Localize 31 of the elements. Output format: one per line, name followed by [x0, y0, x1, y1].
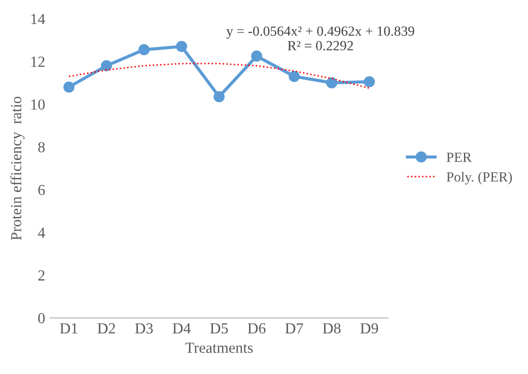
- point: [63, 82, 74, 93]
- y-tick-label: 8: [38, 142, 45, 152]
- point: [214, 91, 225, 102]
- point: [364, 76, 375, 88]
- x-tick-label: D7: [285, 323, 304, 334]
- point: [138, 44, 150, 56]
- y-tick-label: 10: [31, 99, 45, 110]
- x-tick-label: D9: [360, 323, 378, 334]
- x-tick-label: D4: [172, 323, 191, 334]
- y-tick-label: 2: [38, 270, 44, 280]
- point: [251, 50, 262, 62]
- legend-label: Poly. (PER): [446, 172, 512, 184]
- y-tick-label: 0: [38, 313, 45, 324]
- y-tick-label: 12: [31, 56, 44, 67]
- y-tick-label: 14: [31, 14, 46, 24]
- point: [176, 40, 188, 52]
- x-tick-label: D5: [210, 323, 228, 334]
- x-tick-label: D6: [248, 323, 266, 334]
- annotation: y = -0.0564x² + 0.4962x + 10.839 R² = 0.2292: [226, 26, 414, 50]
- point: [100, 60, 112, 72]
- legend-label: PER: [446, 152, 472, 162]
- y-tick-label: 6: [38, 184, 45, 196]
- x-tick-label: D1: [60, 323, 78, 334]
- point: [326, 77, 338, 88]
- x-tick-label: D8: [322, 323, 341, 334]
- x-axis-title: Treatments: [185, 342, 253, 353]
- x-tick-label: D2: [98, 323, 115, 334]
- x-tick-label: D3: [135, 323, 153, 334]
- point: [288, 70, 300, 82]
- y-axis-title: Protein efficiency ratio: [10, 96, 24, 240]
- y-tick-label: 4: [38, 228, 46, 238]
